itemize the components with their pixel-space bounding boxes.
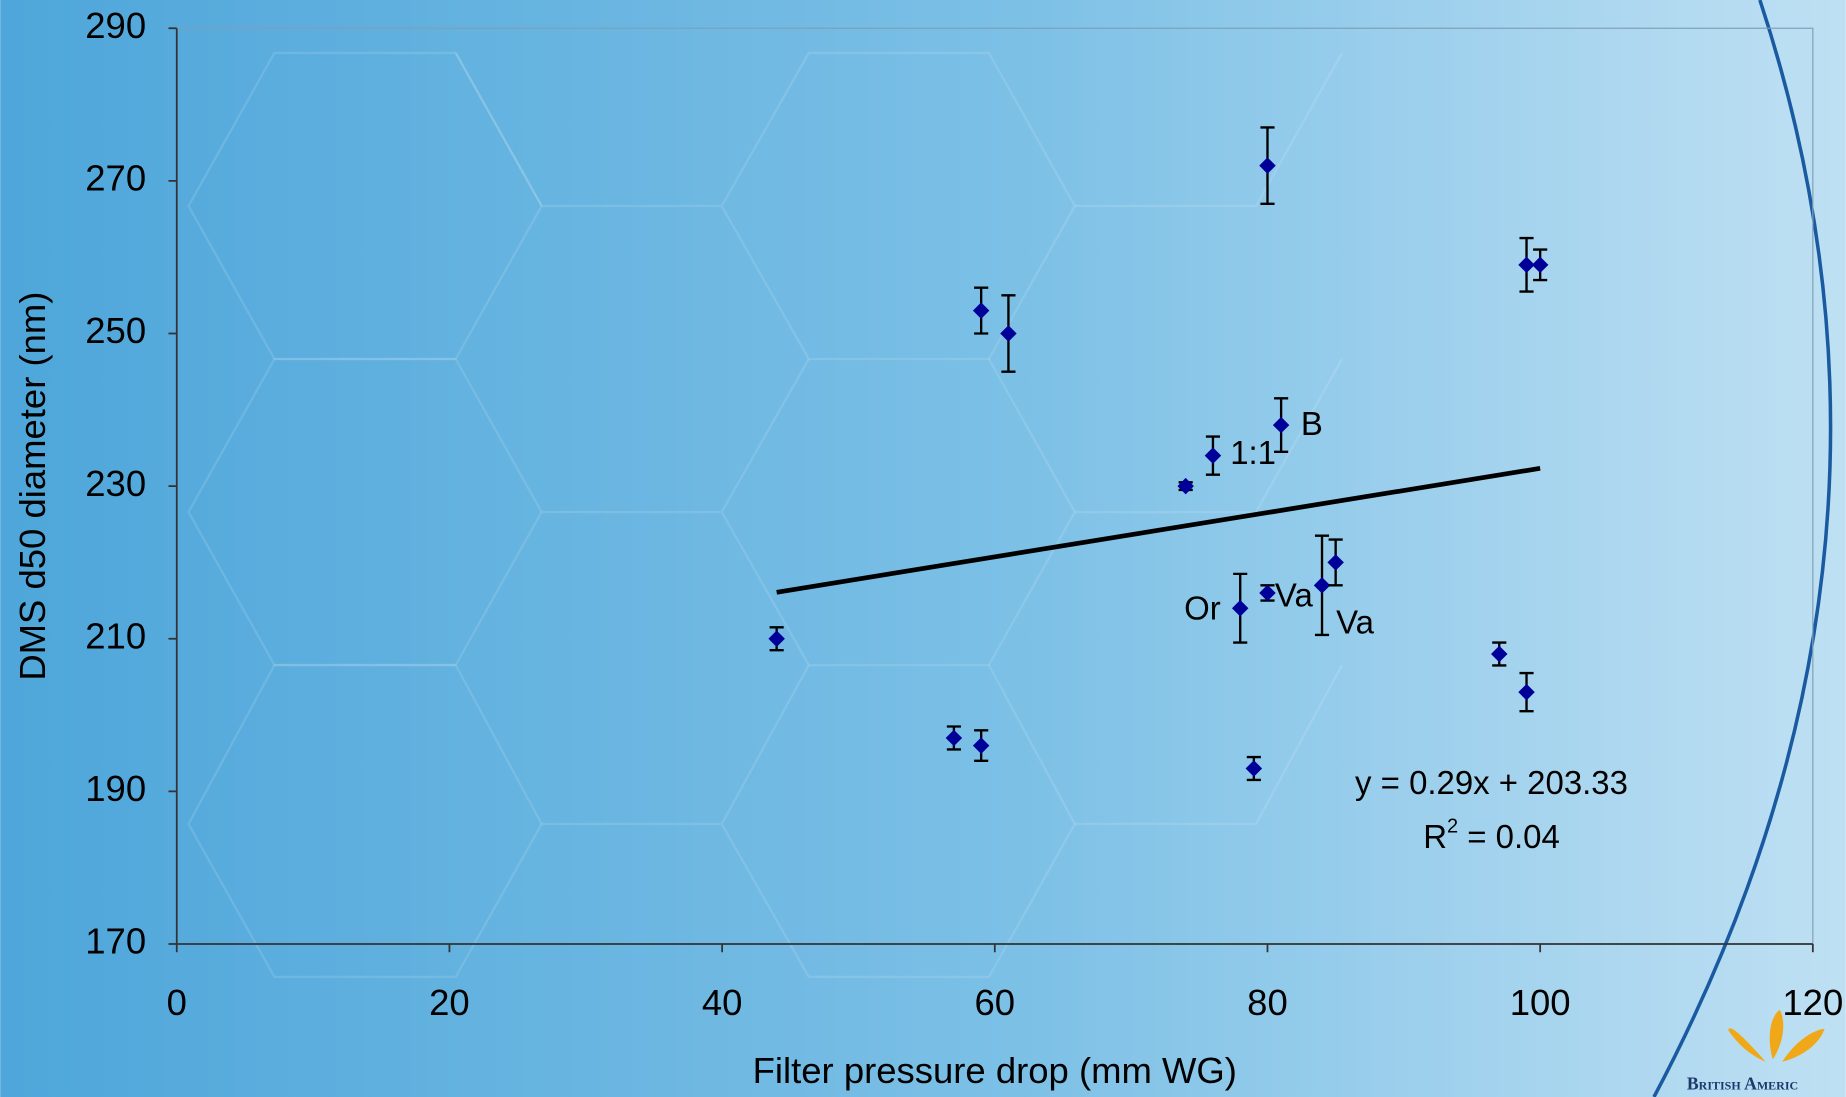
x-tick-label: 100	[1510, 982, 1571, 1023]
y-tick-label: 230	[85, 463, 146, 504]
r-squared-sup: 2	[1447, 816, 1458, 838]
annotation: Or	[1184, 590, 1221, 627]
r-squared-base: R	[1423, 818, 1447, 855]
trend-equation: y = 0.29x + 203.33	[1355, 764, 1628, 801]
y-tick-label: 250	[85, 310, 146, 351]
x-tick-label: 120	[1782, 982, 1843, 1023]
background	[0, 0, 1846, 1097]
y-tick-label: 190	[85, 768, 146, 809]
x-axis-title: Filter pressure drop (mm WG)	[753, 1050, 1237, 1091]
page: {"chart_data": { "type": "scatter", "x_l…	[0, 0, 1846, 1097]
y-tick-label: 270	[85, 158, 146, 199]
annotation: B	[1301, 405, 1323, 442]
r-squared: R2 = 0.04	[1423, 816, 1560, 855]
x-tick-label: 80	[1247, 982, 1288, 1023]
y-tick-label: 210	[85, 615, 146, 656]
x-tick-label: 20	[429, 982, 470, 1023]
annotation: 1:1	[1230, 434, 1276, 471]
chart: Filter pressure drop (mm WG) DMS d50 dia…	[0, 0, 1846, 1097]
y-tick-label: 290	[85, 5, 146, 46]
x-tick-label: 0	[167, 982, 187, 1023]
x-tick-label: 60	[975, 982, 1016, 1023]
y-axis-title: DMS d50 diameter (nm)	[12, 292, 53, 681]
annotation: Va	[1275, 577, 1314, 614]
r-squared-rest: = 0.04	[1458, 818, 1560, 855]
annotation: Va	[1336, 604, 1375, 641]
y-tick-label: 170	[85, 921, 146, 962]
x-tick-label: 40	[702, 982, 743, 1023]
logo-text: British Americ	[1687, 1073, 1798, 1093]
